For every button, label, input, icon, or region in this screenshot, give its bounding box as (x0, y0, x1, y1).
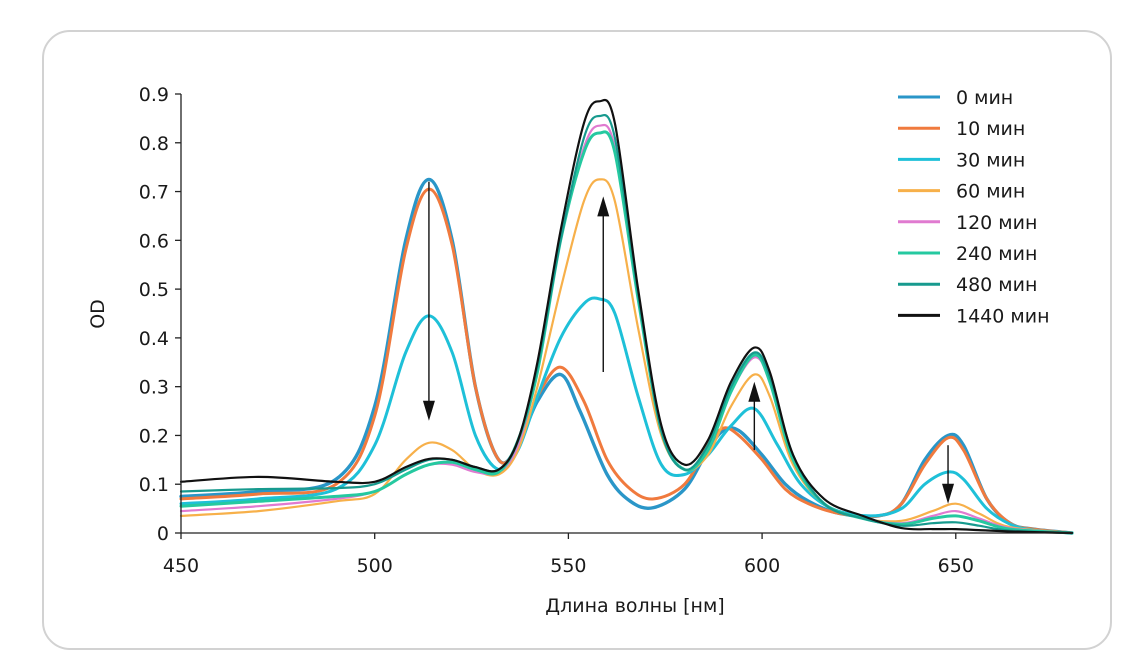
trend-arrow-up (748, 381, 761, 451)
legend-item-4: 120 мин (898, 212, 1037, 234)
legend-label: 60 мин (956, 181, 1025, 203)
series-line-4 (179, 123, 1074, 535)
series-line-6 (179, 114, 1074, 535)
legend-label: 120 мин (956, 212, 1037, 234)
x-axis-title: Длина волны [нм] (545, 595, 724, 617)
chart-card (42, 30, 1112, 650)
legend-item-2: 30 мин (898, 149, 1025, 171)
y-tick-label: 0.6 (139, 230, 169, 252)
legend: 0 мин 10 мин 30 мин 60 мин 120 мин 240 мин 480… (898, 87, 1050, 327)
y-tick-label: 0.2 (139, 425, 169, 447)
legend-label: 240 мин (956, 243, 1037, 265)
y-tick-label: 0 (157, 523, 169, 545)
legend-item-6: 480 мин (898, 274, 1037, 296)
series-line-3 (179, 178, 1074, 535)
trend-arrow-down (422, 181, 435, 421)
series-line-1 (179, 187, 1074, 535)
y-tick-label: 0.4 (139, 328, 169, 350)
y-axis-title: OD (87, 299, 109, 329)
legend-item-7: 1440 мин (898, 305, 1050, 327)
legend-label: 0 мин (956, 87, 1013, 109)
legend-item-1: 10 мин (898, 118, 1025, 140)
legend-item-3: 60 мин (898, 181, 1025, 203)
legend-label: 30 мин (956, 149, 1025, 171)
y-tick-label: 0.7 (139, 182, 169, 204)
y-tick-label: 0.1 (139, 474, 169, 496)
series-line-7 (179, 98, 1074, 535)
x-tick-label: 600 (744, 555, 780, 577)
legend-item-0: 0 мин (898, 87, 1013, 109)
x-tick-label: 650 (938, 555, 974, 577)
trend-arrow-up (597, 196, 610, 373)
legend-label: 480 мин (956, 274, 1037, 296)
y-tick-label: 0.5 (139, 279, 169, 301)
trend-arrow-down (942, 445, 955, 504)
trend-arrows (422, 181, 955, 504)
x-tick-label: 500 (357, 555, 393, 577)
x-tick-label: 550 (550, 555, 586, 577)
series-line-0 (179, 177, 1074, 535)
axes: 0 0.1 0.2 0.3 0.4 0.5 0.6 0.7 0.8 0.9 450 500 550 600… (139, 84, 1072, 577)
y-tick-label: 0.3 (139, 377, 169, 399)
y-tick-label: 0.9 (139, 84, 169, 106)
legend-label: 1440 мин (956, 305, 1050, 327)
legend-label: 10 мин (956, 118, 1025, 140)
legend-item-5: 240 мин (898, 243, 1037, 265)
x-tick-label: 450 (163, 555, 199, 577)
y-tick-label: 0.8 (139, 133, 169, 155)
